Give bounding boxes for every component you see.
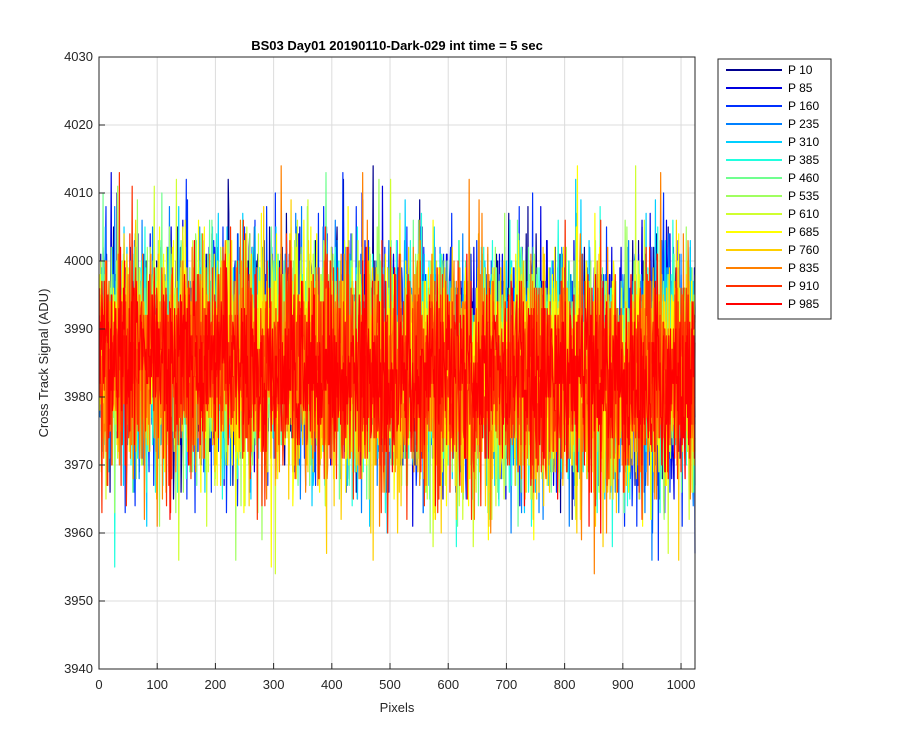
y-tick-label: 3970: [64, 457, 93, 472]
y-tick-label: 3960: [64, 525, 93, 540]
legend-box: [717, 58, 832, 320]
legend-label: P 610: [788, 207, 819, 221]
legend-label: P 235: [788, 117, 819, 131]
axis-ticks: 0 100 200 300 400 500 600 700 800 900 1000 3940 3950…: [64, 49, 695, 692]
x-tick-label: 500: [379, 677, 401, 692]
legend-label: P 985: [788, 297, 819, 311]
y-tick-label: 3980: [64, 389, 93, 404]
legend: P 10 P 85 P 160 P 235 P 310 P 385 P 460 P 535 P …: [717, 58, 832, 320]
y-tick-label: 4030: [64, 49, 93, 64]
chart-title: BS03 Day01 20190110-Dark-029 int time = …: [251, 38, 543, 53]
series-line: [98, 172, 696, 534]
legend-label: P 310: [788, 135, 819, 149]
legend-label: P 835: [788, 261, 819, 275]
series-line: [98, 240, 696, 534]
x-tick-label: 1000: [667, 677, 696, 692]
legend-label: P 385: [788, 153, 819, 167]
legend-label: P 760: [788, 243, 819, 257]
y-tick-label: 3950: [64, 593, 93, 608]
x-tick-label: 300: [263, 677, 285, 692]
plot-frame: [98, 56, 696, 670]
legend-label: P 10: [788, 63, 813, 77]
y-tick-label: 4010: [64, 185, 93, 200]
x-tick-label: 0: [95, 677, 102, 692]
x-tick-label: 700: [496, 677, 518, 692]
legend-label: P 460: [788, 171, 819, 185]
series-lines: [98, 165, 696, 575]
x-tick-label: 900: [612, 677, 634, 692]
x-tick-label: 800: [554, 677, 576, 692]
y-axis-label: Cross Track Signal (ADU): [36, 289, 51, 438]
y-tick-label: 3940: [64, 661, 93, 676]
legend-label: P 910: [788, 279, 819, 293]
y-tick-label: 4000: [64, 253, 93, 268]
legend-label: P 535: [788, 189, 819, 203]
x-tick-label: 400: [321, 677, 343, 692]
x-tick-label: 200: [205, 677, 227, 692]
legend-label: P 85: [788, 81, 813, 95]
y-tick-label: 3990: [64, 321, 93, 336]
x-axis-label: Pixels: [380, 700, 415, 715]
legend-label: P 160: [788, 99, 819, 113]
y-tick-label: 4020: [64, 117, 93, 132]
x-tick-label: 100: [146, 677, 168, 692]
legend-label: P 685: [788, 225, 819, 239]
x-tick-label: 600: [437, 677, 459, 692]
